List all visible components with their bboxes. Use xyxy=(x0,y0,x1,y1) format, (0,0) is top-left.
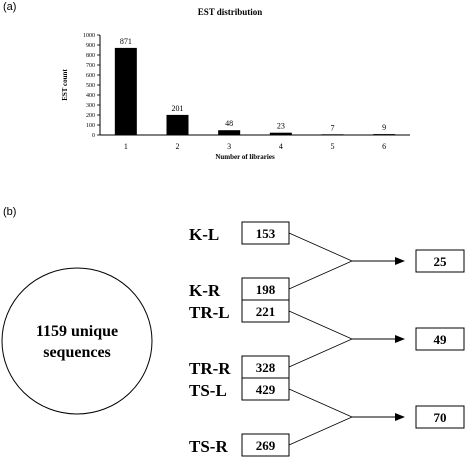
overlap-result: 25 xyxy=(434,254,448,269)
y-tick-label: 700 xyxy=(86,63,95,69)
circle-text-line-2: sequences xyxy=(43,344,111,361)
bar xyxy=(321,134,344,135)
bar xyxy=(269,132,292,135)
library-label: TR-L xyxy=(189,303,230,322)
bar-value-label: 871 xyxy=(120,37,132,46)
circle-text-line-1: 1159 unique xyxy=(36,323,118,340)
bar-value-label: 201 xyxy=(172,104,184,113)
y-tick-label: 200 xyxy=(86,113,95,119)
library-count: 198 xyxy=(256,282,276,297)
y-axis-label: EST count xyxy=(61,69,69,101)
overlap-result: 70 xyxy=(434,410,447,425)
library-count: 328 xyxy=(256,360,276,375)
overlap-group: TS-L TS-R 429 269 70 xyxy=(189,377,465,457)
arrow-head xyxy=(395,257,405,265)
library-count: 429 xyxy=(256,382,276,397)
library-label: K-L xyxy=(189,225,219,244)
overlap-result-box xyxy=(415,405,465,429)
bar xyxy=(114,47,137,135)
overlap-diagram: 1159 uniquesequencesK-LK-R15319825TR-LTR… xyxy=(1,221,465,457)
x-axis-label: Number of libraries xyxy=(215,153,275,161)
x-tick-label: 1 xyxy=(124,142,128,151)
bar xyxy=(373,134,396,135)
library-label: TR-R xyxy=(189,359,231,378)
bar-value-label: 7 xyxy=(331,123,335,132)
bar-value-label: 9 xyxy=(382,123,386,132)
y-tick-label: 400 xyxy=(86,93,95,99)
overlap-group: TR-L TR-R 221 328 49 xyxy=(189,299,465,379)
y-tick-label: 100 xyxy=(86,123,95,129)
panel-a-label: (a) xyxy=(3,1,17,13)
library-label: TS-R xyxy=(189,437,228,456)
sequence-circle xyxy=(1,267,153,415)
x-tick-label: 2 xyxy=(176,142,180,151)
connector-line xyxy=(288,338,353,368)
overlap-result-box xyxy=(415,327,465,351)
y-tick-label: 600 xyxy=(86,73,95,79)
connector-line xyxy=(288,310,353,340)
overlap-group: K-L K-R 153 198 25 xyxy=(189,221,465,301)
library-label: TS-L xyxy=(189,381,227,400)
connector-line xyxy=(288,232,353,262)
y-tick-label: 0 xyxy=(92,133,95,139)
y-tick-label: 300 xyxy=(86,103,95,109)
arrow-head xyxy=(395,413,405,421)
connector-line xyxy=(288,416,353,446)
bar xyxy=(166,114,189,135)
x-tick-label: 6 xyxy=(382,142,386,151)
bar xyxy=(218,130,241,135)
chart-title: EST distribution xyxy=(198,7,263,17)
bar-value-label: 48 xyxy=(225,119,233,128)
connector-line xyxy=(288,388,353,418)
library-count: 153 xyxy=(256,226,276,241)
y-tick-label: 1000 xyxy=(83,33,95,39)
arrow-head xyxy=(395,335,405,343)
library-count: 221 xyxy=(256,304,276,319)
est-distribution-chart: EST distribution 0 100 200 300 400 500 600 700 80… xyxy=(61,7,410,161)
x-tick-label: 3 xyxy=(227,142,231,151)
y-tick-label: 500 xyxy=(86,83,95,89)
x-tick-label: 5 xyxy=(331,142,335,151)
library-count: 269 xyxy=(256,438,276,453)
overlap-result-box xyxy=(415,249,465,273)
x-tick-label: 4 xyxy=(279,142,283,151)
y-tick-label: 900 xyxy=(86,43,95,49)
y-tick-label: 800 xyxy=(86,53,95,59)
overlap-result: 49 xyxy=(434,332,448,347)
bar-value-label: 23 xyxy=(277,122,285,131)
library-label: K-R xyxy=(189,281,221,300)
connector-line xyxy=(288,260,353,290)
panel-b-label: (b) xyxy=(3,206,17,218)
